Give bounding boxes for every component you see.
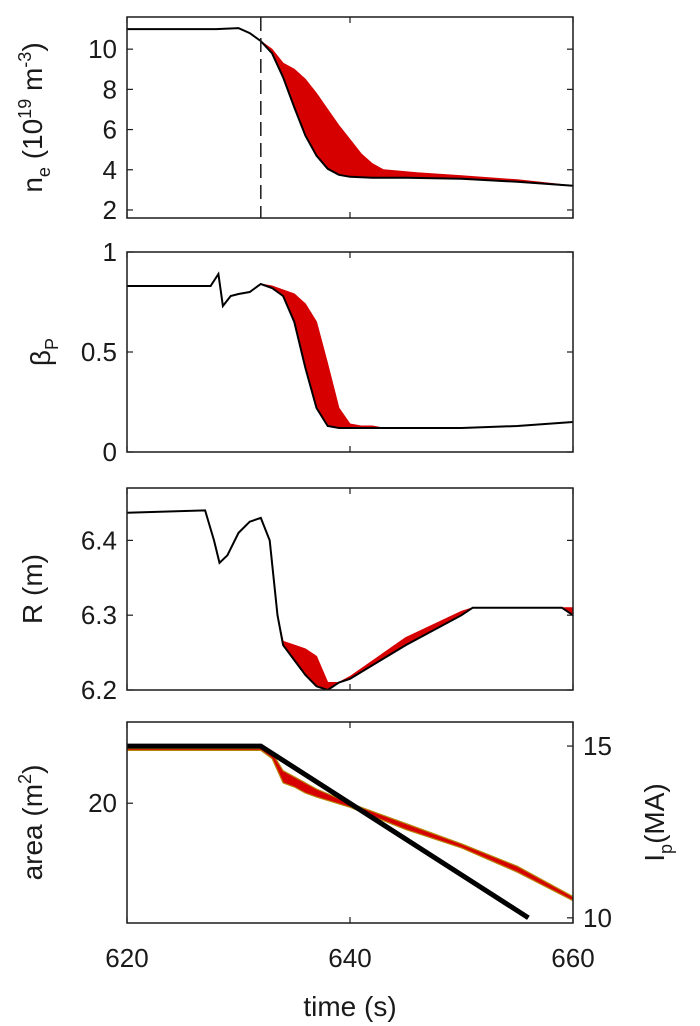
series-reference-line <box>127 27 573 187</box>
panel-1: 2 4 6 8 10 ne (1019 m-3) <box>15 16 574 225</box>
series-reference-line <box>127 509 573 690</box>
label-superscript: -3 <box>15 52 35 68</box>
label-text: (MA) <box>639 783 670 844</box>
panel-2: 0 0.5 1 βP <box>25 237 574 467</box>
x-axis-label: time (s) <box>303 991 396 1022</box>
y2-tick-label: 10 <box>583 903 612 933</box>
y-tick-label: 2 <box>103 195 117 225</box>
y-tick-label: 6 <box>103 115 117 145</box>
y-axis-label: βP <box>25 338 62 366</box>
y-tick-label: 6.2 <box>81 675 117 705</box>
y-tick-label: 20 <box>88 788 117 818</box>
x-tick-label: 640 <box>328 943 371 973</box>
label-text: (10 <box>17 119 48 167</box>
y-tick-label: 10 <box>88 34 117 64</box>
axes-frame <box>126 251 574 453</box>
plot-area <box>127 743 573 920</box>
y-tick-label: 4 <box>103 155 117 185</box>
plot-area <box>127 271 573 429</box>
y2-axis-label: Ip(MA) <box>639 783 676 861</box>
label-subscript: p <box>656 844 676 854</box>
label-superscript: 19 <box>15 99 35 119</box>
label-text: ) <box>17 42 48 51</box>
series-area-band <box>127 747 573 902</box>
y-tick-label: 6.3 <box>81 600 117 630</box>
label-text: I <box>639 854 670 862</box>
y-tick-label: 1 <box>103 237 117 267</box>
plot-area <box>127 27 573 187</box>
series-reference-line <box>127 271 573 429</box>
series-uncertainty-band <box>127 272 573 429</box>
x-tick-label: 660 <box>551 943 594 973</box>
label-subscript: P <box>42 338 62 350</box>
label-subscript: e <box>34 167 54 177</box>
y-axis-label: ne (1019 m-3) <box>15 42 54 192</box>
axes-frame <box>126 721 574 924</box>
series-uncertainty-band <box>127 27 573 187</box>
label-text: ) <box>17 765 48 774</box>
label-text: m <box>17 68 48 99</box>
y-axis-label: R (m) <box>17 554 48 624</box>
label-text: area (m <box>17 784 48 880</box>
label-text: n <box>17 177 48 193</box>
y-tick-label: 8 <box>103 74 117 104</box>
label-text: R (m) <box>17 554 48 624</box>
series-uncertainty-band <box>127 509 573 690</box>
panel-3: 6.2 6.3 6.4 R (m) <box>17 487 574 705</box>
y2-tick-label: 15 <box>583 731 612 761</box>
axes-frame <box>126 487 574 691</box>
y-tick-label: 0 <box>103 437 117 467</box>
label-superscript: 2 <box>15 774 35 784</box>
y-axis-label: area (m2) <box>15 765 48 881</box>
axes-frame <box>126 16 574 219</box>
x-tick-label: 620 <box>105 943 148 973</box>
label-text: β <box>25 350 56 366</box>
series-plasma-current <box>127 743 530 920</box>
y-tick-label: 0.5 <box>81 337 117 367</box>
panel-4: 20 620 640 660 10 15 area (m2) Ip(MA) time (s) <box>15 721 676 1022</box>
plot-area <box>127 509 573 690</box>
y-tick-label: 6.4 <box>81 525 117 555</box>
